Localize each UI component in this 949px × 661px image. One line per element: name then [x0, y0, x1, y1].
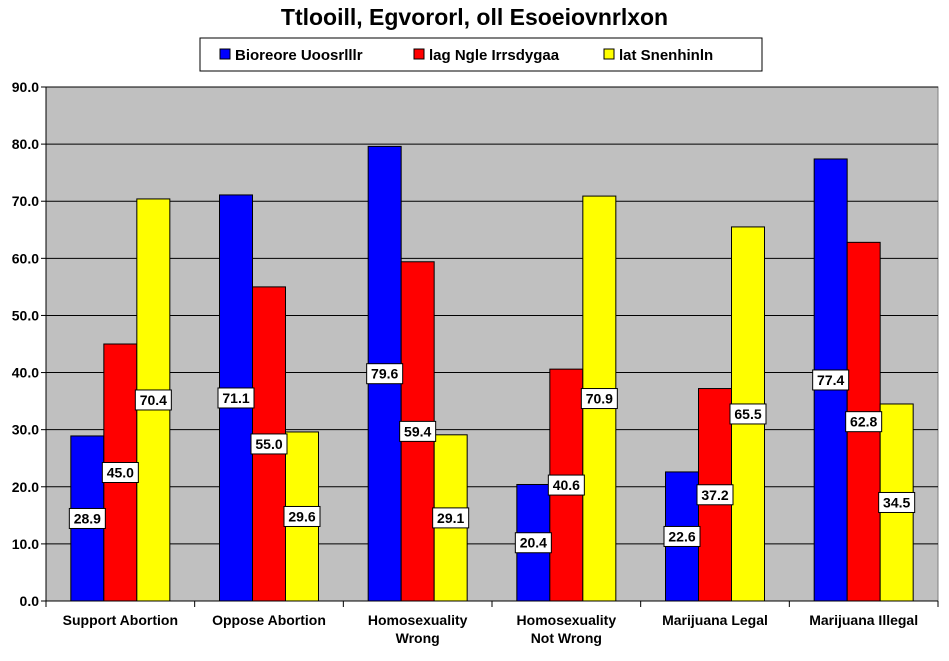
data-label-box	[547, 474, 585, 496]
y-tick-label: 80.0	[12, 136, 39, 152]
data-label: 22.6	[668, 528, 695, 544]
data-label: 70.4	[140, 392, 167, 408]
data-label: 62.8	[850, 414, 877, 430]
x-tick-label: Not Wrong	[531, 630, 602, 646]
y-tick-label: 0.0	[20, 593, 40, 609]
data-label-box	[432, 507, 470, 529]
x-tick-label: Wrong	[396, 630, 440, 646]
data-label: 45.0	[107, 465, 134, 481]
data-label-box	[514, 532, 552, 554]
data-label: 29.1	[437, 510, 464, 526]
data-label: 20.4	[520, 535, 547, 551]
legend-label: lat Snenhinln	[619, 47, 713, 64]
x-tick-label: Oppose Abortion	[212, 612, 326, 628]
data-label-box	[878, 491, 916, 513]
data-label-box	[134, 389, 172, 411]
y-tick-label: 50.0	[12, 307, 39, 323]
chart-title: Ttlooill, Egvororl, oll Esoeiovnrlxon	[280, 4, 669, 30]
data-label: 37.2	[701, 487, 728, 503]
y-tick-label: 20.0	[12, 479, 39, 495]
y-tick-label: 30.0	[12, 422, 39, 438]
y-tick-label: 60.0	[12, 250, 39, 266]
x-tick-label: Homosexuality	[517, 612, 617, 628]
legend-swatch	[603, 48, 615, 60]
plot-area	[45, 86, 939, 602]
data-label-box	[729, 403, 767, 425]
data-label: 70.9	[586, 391, 613, 407]
data-label: 77.4	[817, 372, 844, 388]
x-tick-label: Marijuana Illegal	[809, 612, 918, 628]
data-label-box	[663, 525, 701, 547]
data-label: 55.0	[255, 436, 282, 452]
data-label: 34.5	[883, 494, 910, 510]
data-label-box	[68, 507, 106, 529]
y-tick-label: 10.0	[12, 536, 39, 552]
data-label: 28.9	[74, 510, 101, 526]
data-label: 71.1	[222, 390, 249, 406]
x-tick-label: Homosexuality	[368, 612, 468, 628]
y-tick-label: 40.0	[12, 365, 39, 381]
data-label-box	[250, 433, 288, 455]
data-label-box	[399, 420, 437, 442]
y-tick-label: 90.0	[12, 79, 39, 95]
data-label: 40.6	[553, 477, 580, 493]
legend-label: lag Ngle Irrsdygaa	[429, 47, 560, 64]
x-tick-label: Marijuana Legal	[662, 612, 768, 628]
data-label-box	[812, 369, 850, 391]
legend-swatch	[413, 48, 425, 60]
data-label: 65.5	[734, 406, 761, 422]
data-label: 59.4	[404, 423, 431, 439]
data-label-box	[101, 462, 139, 483]
legend-swatch	[219, 48, 231, 60]
data-label-box	[217, 387, 255, 409]
y-tick-label: 70.0	[12, 193, 39, 209]
x-tick-label: Support Abortion	[63, 612, 178, 628]
legend-label: Bioreore Uoosrlllr	[235, 47, 363, 64]
data-label: 79.6	[371, 366, 398, 382]
legend-box	[199, 37, 763, 72]
data-label-box	[283, 505, 321, 527]
data-label: 29.6	[288, 508, 315, 524]
data-label-box	[366, 363, 404, 385]
data-label-box	[580, 388, 618, 410]
data-label-box	[696, 484, 734, 506]
data-label-box	[845, 411, 883, 433]
